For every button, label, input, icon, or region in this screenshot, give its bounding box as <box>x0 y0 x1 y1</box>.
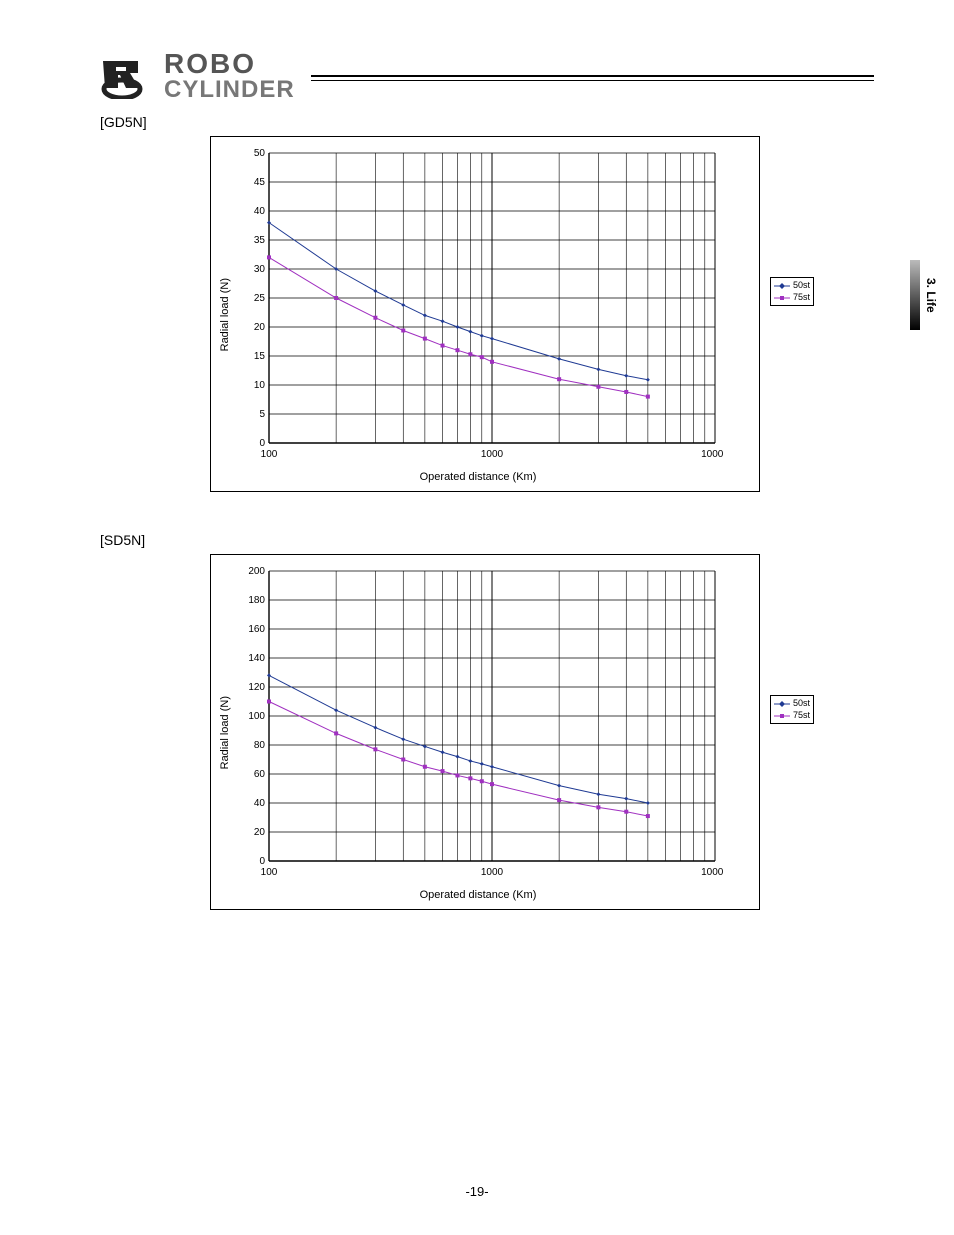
chart-frame: Radial load (N) 0 5 10 15 20 25 30 35 40 45 50 100 10… <box>210 136 760 492</box>
side-tab: 3. Life <box>910 260 938 330</box>
svg-text:10000: 10000 <box>701 449 723 460</box>
legend-item: 75st <box>774 710 810 722</box>
chart-plot: 0 5 10 15 20 25 30 35 40 45 50 100 1000 10000 <box>233 147 723 467</box>
svg-text:200: 200 <box>248 566 265 577</box>
chart-legend: 50st75st <box>770 695 814 724</box>
svg-text:120: 120 <box>248 682 265 693</box>
svg-text:60: 60 <box>254 769 266 780</box>
header: ROBO CYLINDER <box>100 50 874 102</box>
svg-text:30: 30 <box>254 264 266 275</box>
y-axis-label: Radial load (N) <box>217 696 233 769</box>
logo-mark <box>100 53 156 99</box>
y-axis-label: Radial load (N) <box>217 278 233 351</box>
svg-text:35: 35 <box>254 235 266 246</box>
logo-line1: ROBO <box>164 50 295 78</box>
svg-text:40: 40 <box>254 206 266 217</box>
svg-text:10000: 10000 <box>701 867 723 878</box>
svg-text:100: 100 <box>248 711 265 722</box>
legend-item: 75st <box>774 292 810 304</box>
chart-legend: 50st75st <box>770 277 814 306</box>
chart-section-label: [SD5N] <box>100 532 874 548</box>
svg-text:180: 180 <box>248 595 265 606</box>
svg-text:15: 15 <box>254 351 266 362</box>
svg-text:20: 20 <box>254 827 266 838</box>
x-axis-label: Operated distance (Km) <box>420 889 537 901</box>
legend-item: 50st <box>774 280 810 292</box>
logo-line2: CYLINDER <box>164 78 295 102</box>
svg-text:140: 140 <box>248 653 265 664</box>
svg-text:0: 0 <box>259 438 265 449</box>
header-rule-group <box>311 75 874 81</box>
svg-text:50: 50 <box>254 148 266 159</box>
logo-text: ROBO CYLINDER <box>164 50 295 102</box>
svg-text:20: 20 <box>254 322 266 333</box>
chart-plot: 0 20 40 60 80 100 120 140 160 180 200 100 1000 10000 <box>233 565 723 885</box>
svg-text:25: 25 <box>254 293 266 304</box>
svg-text:45: 45 <box>254 177 266 188</box>
svg-text:100: 100 <box>261 449 278 460</box>
svg-text:10: 10 <box>254 380 266 391</box>
svg-text:5: 5 <box>259 409 265 420</box>
x-axis-label: Operated distance (Km) <box>420 471 537 483</box>
svg-text:1000: 1000 <box>481 867 504 878</box>
svg-text:80: 80 <box>254 740 266 751</box>
page-number: -19- <box>0 1184 954 1199</box>
chart-section-label: [GD5N] <box>100 114 874 130</box>
legend-item: 50st <box>774 698 810 710</box>
svg-text:40: 40 <box>254 798 266 809</box>
side-tab-label: 3. Life <box>924 278 938 313</box>
svg-text:160: 160 <box>248 624 265 635</box>
chart-frame: Radial load (N) 0 20 40 60 80 100 120 140 160 180 2… <box>210 554 760 910</box>
side-tab-bar <box>910 260 920 330</box>
svg-text:0: 0 <box>259 856 265 867</box>
svg-text:100: 100 <box>261 867 278 878</box>
svg-text:1000: 1000 <box>481 449 504 460</box>
